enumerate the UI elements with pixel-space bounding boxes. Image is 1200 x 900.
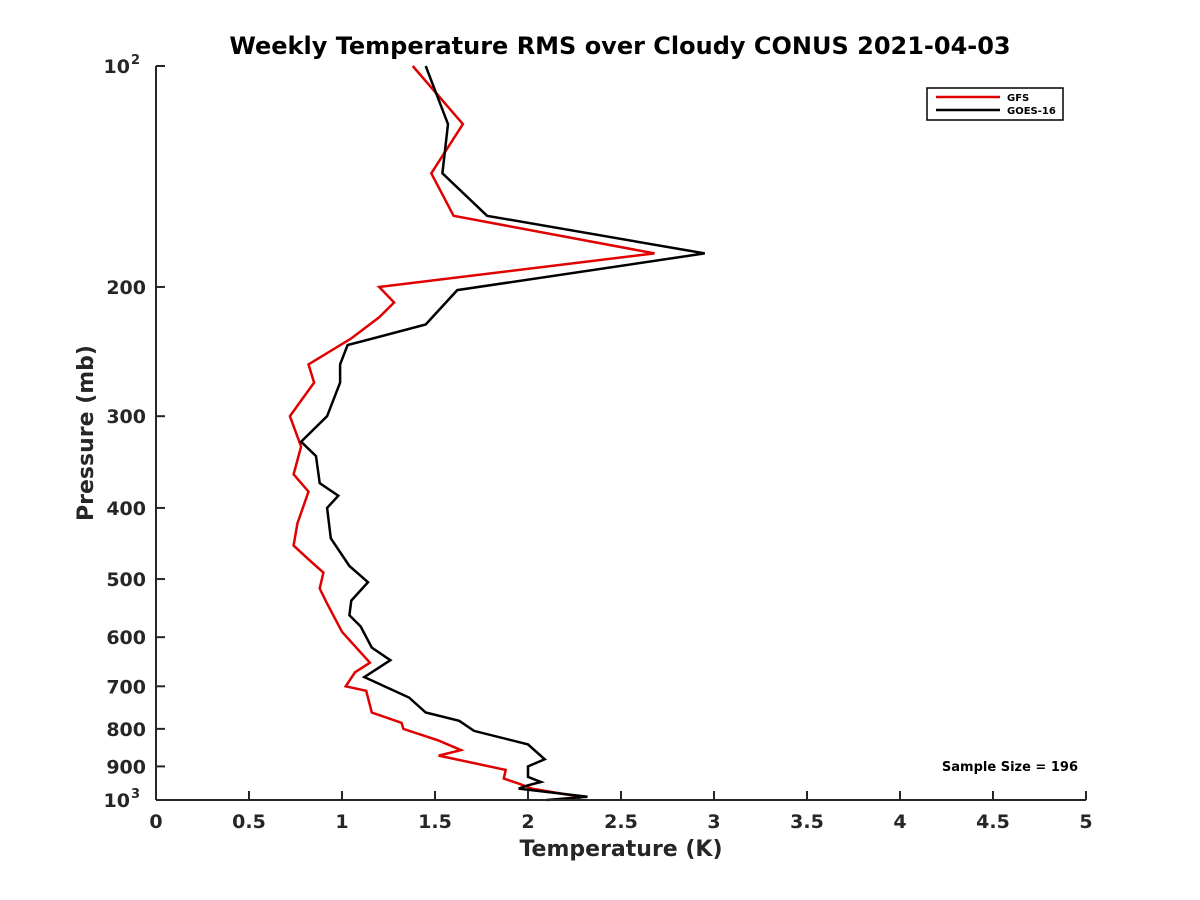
y-axis-label: Pressure (mb) bbox=[74, 345, 99, 521]
y-tick-label: 10 bbox=[104, 790, 130, 812]
x-tick-label: 3.5 bbox=[790, 811, 824, 833]
y-tick-label: 900 bbox=[106, 756, 146, 778]
x-tick-label: 1.5 bbox=[418, 811, 452, 833]
x-tick-label: 1 bbox=[335, 811, 348, 833]
series-line-gfs bbox=[288, 65, 655, 801]
x-tick-label: 2.5 bbox=[604, 811, 638, 833]
y-tick-label: 700 bbox=[106, 676, 146, 698]
series-line-goes-16 bbox=[299, 65, 705, 802]
x-tick-label: 4.5 bbox=[976, 811, 1010, 833]
x-tick-label: 0 bbox=[149, 811, 162, 833]
y-tick-label: 500 bbox=[106, 569, 146, 591]
y-tick-label: 200 bbox=[106, 277, 146, 299]
y-tick-label: 300 bbox=[106, 406, 146, 428]
x-axis-label: Temperature (K) bbox=[519, 837, 722, 862]
legend-entries: GFS GOES-16 bbox=[936, 93, 1056, 117]
sample-size-annotation: Sample Size = 196 bbox=[942, 760, 1078, 775]
legend-label: GOES-16 bbox=[1007, 106, 1056, 117]
y-tick-label: 800 bbox=[106, 719, 146, 741]
x-tick-label: 3 bbox=[707, 811, 720, 833]
y-tick-label: 600 bbox=[106, 627, 146, 649]
x-tick-label: 0.5 bbox=[232, 811, 266, 833]
legend-label: GFS bbox=[1007, 93, 1029, 104]
x-tick-label: 5 bbox=[1079, 811, 1092, 833]
y-tick-exponent: 2 bbox=[131, 53, 140, 68]
plot-lines bbox=[288, 65, 705, 802]
y-tick-label: 10 bbox=[104, 56, 130, 78]
legend-box bbox=[926, 87, 1064, 121]
chart-title: Weekly Temperature RMS over Cloudy CONUS… bbox=[229, 32, 1010, 60]
x-tick-label: 2 bbox=[521, 811, 534, 833]
y-tick-exponent: 3 bbox=[131, 787, 140, 802]
y-tick-label: 400 bbox=[106, 498, 146, 520]
legend: GFS GOES-16 bbox=[926, 87, 1064, 121]
x-axis-ticks: 0 0.5 1 1.5 2 2.5 3 3.5 4 4.5 5 bbox=[149, 791, 1093, 833]
x-tick-label: 4 bbox=[893, 811, 906, 833]
